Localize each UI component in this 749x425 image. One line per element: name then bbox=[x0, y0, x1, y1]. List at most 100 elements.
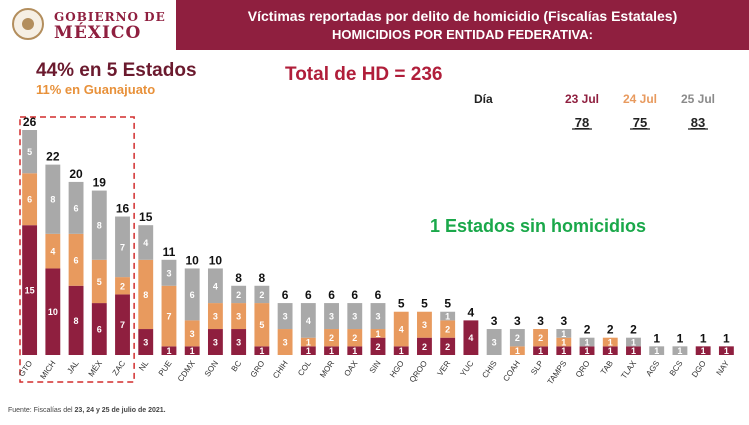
segment-value-label: 1 bbox=[259, 346, 264, 356]
segment-value-label: 10 bbox=[48, 307, 58, 317]
bar-segment bbox=[68, 233, 84, 286]
segment-value-label: 1 bbox=[538, 346, 543, 356]
bar-segment bbox=[393, 346, 409, 355]
bar-segment bbox=[393, 311, 409, 347]
segment-value-label: 5 bbox=[27, 147, 32, 157]
bar-total-label: 6 bbox=[328, 288, 335, 302]
segment-value-label: 2 bbox=[329, 333, 334, 343]
segment-value-label: 1 bbox=[306, 338, 311, 348]
bar-segment bbox=[556, 337, 572, 347]
bar-total-label: 11 bbox=[163, 245, 176, 259]
segment-value-label: 3 bbox=[283, 338, 288, 348]
bar-segment bbox=[324, 303, 339, 330]
segment-value-label: 1 bbox=[608, 346, 613, 356]
segment-value-label: 5 bbox=[259, 320, 264, 330]
segment-value-label: 2 bbox=[515, 333, 520, 343]
bar-segment bbox=[347, 329, 363, 347]
segment-value-label: 5 bbox=[97, 277, 102, 287]
segment-value-label: 2 bbox=[422, 342, 427, 352]
segment-value-label: 6 bbox=[27, 195, 32, 205]
bar-segment bbox=[649, 346, 665, 355]
source-dates: 23, 24 y 25 de julio de 2021. bbox=[75, 407, 166, 414]
bar-segment bbox=[370, 337, 386, 355]
day-value-jul25: 83 bbox=[691, 115, 705, 130]
logo-line-1: GOBIERNO DE bbox=[54, 10, 166, 24]
segment-value-label: 3 bbox=[213, 312, 218, 322]
segment-value-label: 6 bbox=[74, 255, 79, 265]
bar-segment bbox=[91, 190, 107, 260]
bar-total-label: 10 bbox=[186, 253, 200, 267]
bar-segment bbox=[602, 337, 618, 347]
bar-segment bbox=[254, 303, 270, 347]
segment-value-label: 1 bbox=[724, 346, 729, 356]
segment-value-label: 1 bbox=[329, 346, 334, 356]
segment-value-label: 2 bbox=[538, 333, 543, 343]
segment-value-label: 3 bbox=[283, 312, 288, 322]
segment-value-label: 3 bbox=[329, 312, 334, 322]
segment-value-label: 3 bbox=[375, 312, 380, 322]
segment-value-label: 1 bbox=[561, 329, 566, 339]
bar-segment bbox=[347, 303, 363, 330]
segment-value-label: 1 bbox=[375, 329, 380, 339]
bar-total-label: 10 bbox=[209, 253, 223, 267]
segment-value-label: 7 bbox=[166, 312, 171, 322]
segment-value-label: 15 bbox=[25, 286, 35, 296]
bar-segment bbox=[509, 329, 525, 347]
bar-segment bbox=[68, 285, 84, 355]
bar-segment bbox=[417, 337, 432, 355]
bar-segment bbox=[45, 233, 61, 269]
bar-total-label: 3 bbox=[560, 314, 567, 328]
segment-value-label: 6 bbox=[190, 290, 195, 300]
segment-value-label: 3 bbox=[190, 329, 195, 339]
bar-total-label: 19 bbox=[93, 176, 107, 190]
segment-value-label: 1 bbox=[399, 346, 404, 356]
segment-value-label: 3 bbox=[213, 338, 218, 348]
bar-segment bbox=[45, 164, 61, 234]
bar-segment bbox=[626, 346, 641, 355]
segment-value-label: 3 bbox=[422, 320, 427, 330]
bar-segment bbox=[556, 329, 572, 338]
top-five-highlight-box bbox=[19, 116, 135, 383]
logo-line-2: MÉXICO bbox=[54, 23, 142, 43]
segment-value-label: 2 bbox=[120, 281, 125, 291]
segment-value-label: 7 bbox=[120, 320, 125, 330]
segment-value-label: 7 bbox=[120, 242, 125, 252]
source-prefix: Fuente: Fiscalías del bbox=[8, 407, 75, 414]
segment-value-label: 1 bbox=[701, 346, 706, 356]
bar-segment bbox=[161, 259, 177, 286]
segment-value-label: 4 bbox=[399, 325, 404, 335]
bar-segment bbox=[440, 320, 456, 338]
segment-value-label: 1 bbox=[445, 312, 450, 322]
bar-segment bbox=[417, 311, 432, 338]
bar-segment bbox=[91, 303, 107, 355]
bar-segment bbox=[184, 320, 200, 347]
bar-total-label: 16 bbox=[116, 202, 130, 216]
segment-value-label: 6 bbox=[97, 325, 102, 335]
header-bar: GOBIERNO DE MÉXICO Víctimas reportadas p… bbox=[0, 0, 749, 50]
bar-segment bbox=[184, 346, 200, 355]
bar-segment bbox=[231, 285, 247, 304]
bar-total-label: 2 bbox=[607, 323, 614, 337]
bar-total-label: 6 bbox=[305, 288, 312, 302]
segment-value-label: 8 bbox=[97, 221, 102, 231]
day-label-jul24: 24 Jul bbox=[623, 92, 657, 106]
bar-segment bbox=[138, 225, 154, 260]
bar-segment bbox=[440, 311, 456, 321]
day-label-jul25: 25 Jul bbox=[681, 92, 715, 106]
bar-total-label: 20 bbox=[69, 167, 83, 181]
segment-value-label: 4 bbox=[50, 247, 55, 257]
bar-segment bbox=[695, 346, 711, 355]
segment-value-label: 1 bbox=[561, 346, 566, 356]
bar-segment bbox=[115, 216, 130, 278]
bar-segment bbox=[254, 346, 270, 355]
segment-value-label: 8 bbox=[143, 290, 148, 300]
bar-total-label: 1 bbox=[723, 331, 730, 345]
header-title-band bbox=[176, 0, 749, 50]
bar-total-label: 1 bbox=[677, 331, 684, 345]
bar-segment bbox=[161, 285, 177, 347]
segment-value-label: 2 bbox=[445, 342, 450, 352]
segment-value-label: 1 bbox=[561, 338, 566, 348]
segment-value-label: 8 bbox=[50, 195, 55, 205]
bar-segment bbox=[486, 329, 502, 355]
